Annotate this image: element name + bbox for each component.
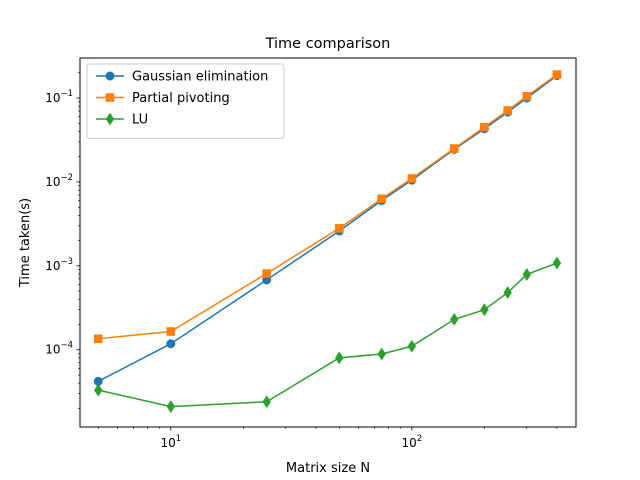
y-tick-label: 10−3 [45,257,73,273]
chart-title: Time comparison [265,36,391,52]
series-2 [94,256,562,414]
data-point [552,70,562,79]
y-tick-label: 10−4 [45,341,73,357]
data-point [552,256,562,270]
axes-frame [79,57,577,428]
legend-marker [105,93,115,102]
data-point [449,144,459,153]
data-point [166,327,176,336]
legend-label: LU [132,113,148,128]
data-point [335,351,344,365]
data-point [166,339,176,349]
data-point [262,395,271,409]
data-point [93,334,103,344]
data-point [377,347,386,361]
data-point [334,224,344,233]
data-point [262,269,272,278]
x-tick-label: 101 [160,434,181,450]
data-point [407,339,417,353]
plot-area [93,70,562,414]
legend-label: Partial pivoting [132,91,230,106]
legend-marker [105,71,115,81]
legend-item: LU [96,113,148,128]
x-tick-label: 102 [401,434,422,450]
x-axis-label: Matrix size N [286,461,370,476]
data-point [522,91,532,101]
data-point [480,122,489,132]
data-point [450,312,459,326]
y-tick-label: 10−1 [45,89,73,105]
legend: Gaussian elimination Partial pivoting LU [86,63,285,139]
data-point [166,400,175,414]
data-point [94,383,103,397]
ticks: 101 102 10−4 10−3 10−2 10−1 [45,72,558,450]
data-point [480,303,489,317]
y-tick-label: 10−2 [45,173,73,189]
data-point [407,174,417,183]
data-point [503,106,513,115]
legend-item: Gaussian elimination [96,70,268,85]
series-1 [93,70,562,344]
data-point [377,194,387,204]
legend-label: Gaussian elimination [132,70,268,85]
data-point [503,286,512,299]
data-point [522,268,532,281]
legend-item: Partial pivoting [96,91,230,106]
legend-marker [105,112,115,126]
y-axis-label: Time taken(s) [18,198,33,288]
legend-box [86,63,285,139]
